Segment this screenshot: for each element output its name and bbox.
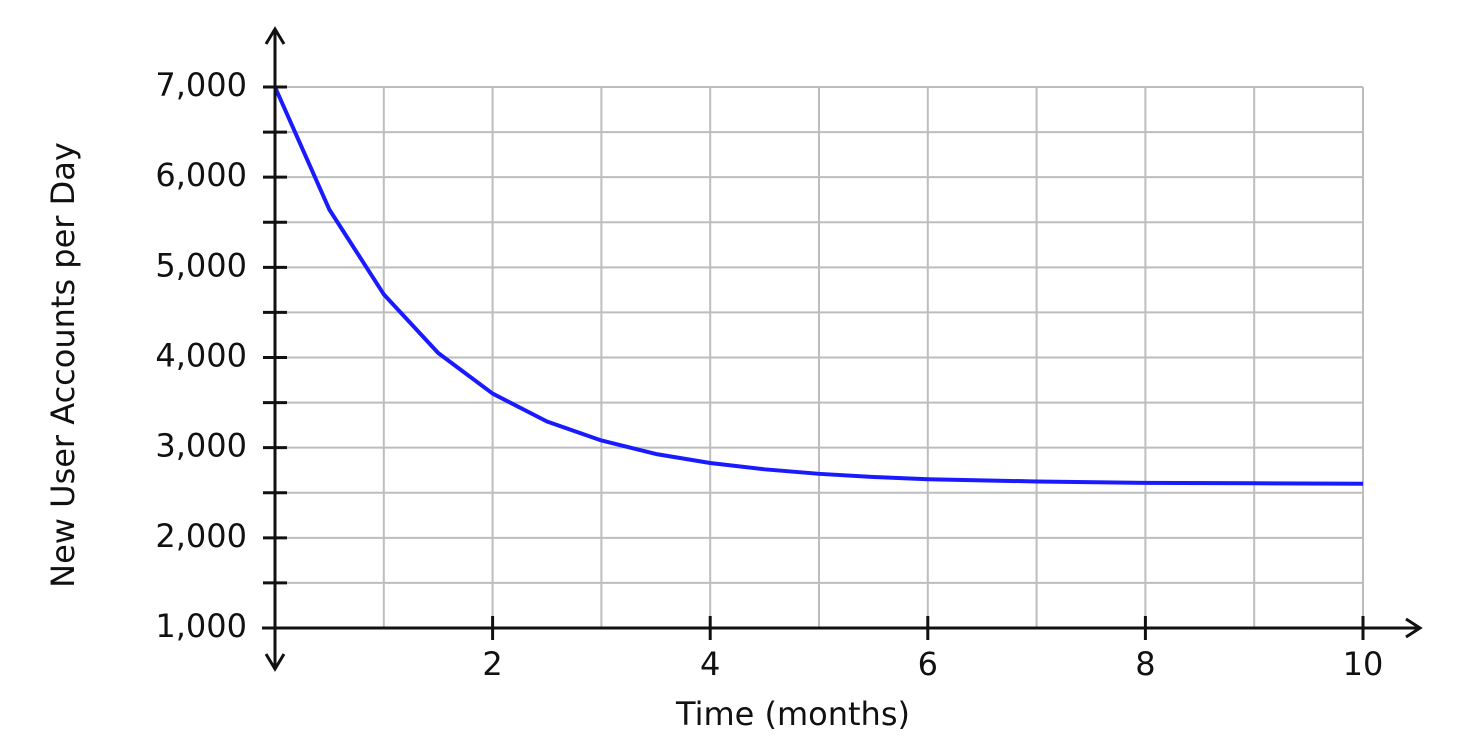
y-axis: [264, 26, 286, 672]
line: [273, 86, 1364, 486]
y-tick-label: 4,000: [155, 337, 247, 375]
y-tick-label: 2,000: [155, 517, 247, 555]
y-tick-label: 6,000: [155, 156, 247, 194]
x-axis-label: Time (months): [675, 695, 910, 733]
x-tick-label: 4: [700, 645, 720, 683]
y-tick-label: 7,000: [155, 66, 247, 104]
x-tick-label: 2: [482, 645, 502, 683]
y-tick-label: 5,000: [155, 246, 247, 284]
x-tick-label: 6: [918, 645, 938, 683]
y-tick-label: 1,000: [155, 607, 247, 645]
y-tick-label: 3,000: [155, 427, 247, 465]
x-axis: [262, 617, 1423, 639]
x-tick-label: 10: [1343, 645, 1384, 683]
y-axis-label: New User Accounts per Day: [44, 142, 82, 588]
x-tick-label: 8: [1135, 645, 1155, 683]
